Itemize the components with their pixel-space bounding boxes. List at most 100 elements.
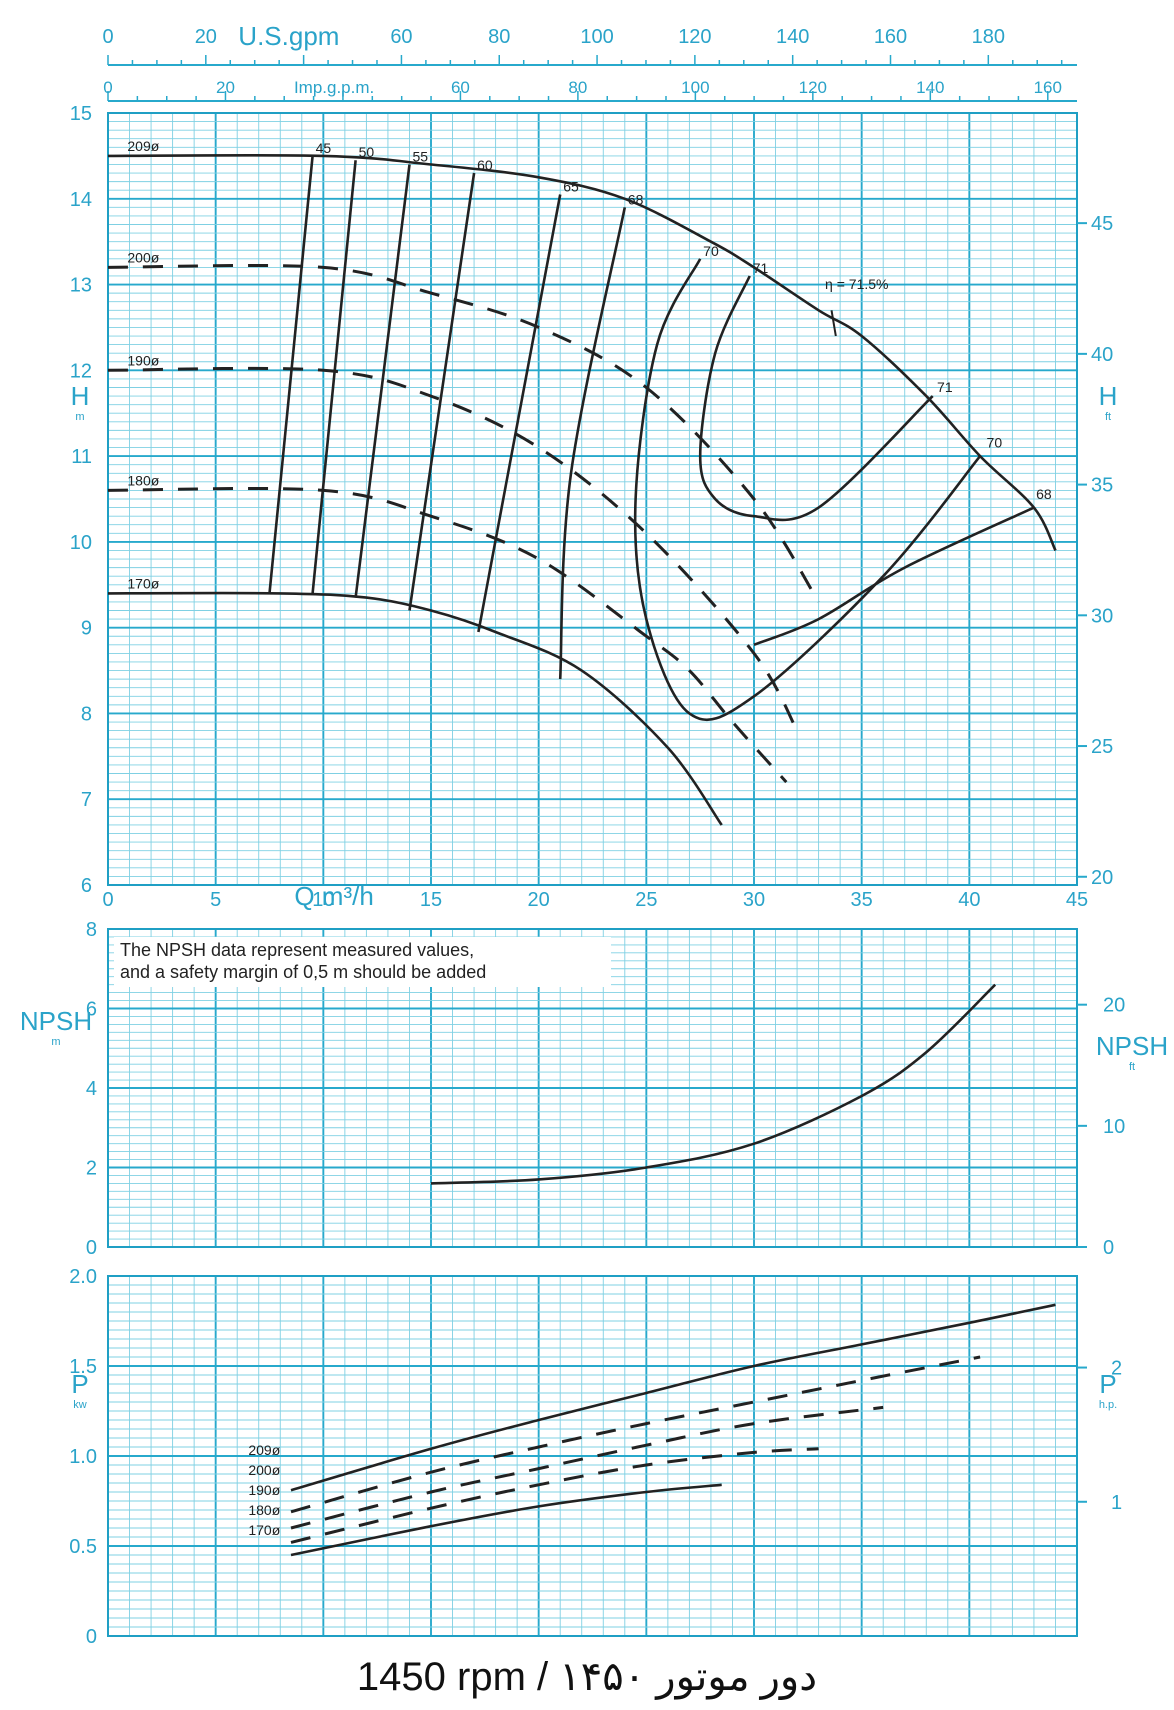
head-curve-label: 170ø [127,575,159,591]
q-tick-label: 5 [210,889,221,911]
npsh-left-tick-label: 0 [86,1237,97,1259]
efficiency-max-label: η = 71.5% [825,276,888,292]
power-curves [290,1303,1056,1557]
imp-gpm-title: Imp.g.p.m. [294,78,374,97]
power-right-tick-label: 2 [1111,1358,1122,1380]
npsh-note-box [114,937,611,987]
head-curve-170 [107,591,723,826]
efficiency-label: 55 [412,148,428,164]
npsh-left-tick-label: 6 [86,999,97,1021]
head-left-tick-label: 14 [70,189,92,211]
power-curve-label: 170ø [248,1522,280,1538]
efficiency-curve-55 [354,164,411,598]
efficiency-label: 45 [316,140,332,156]
power-left-axis-unit: kw [73,1399,87,1411]
power-curve-190 [290,1405,884,1530]
head-left-tick-label: 7 [81,789,92,811]
power-left-tick-label: 1.5 [69,1356,97,1378]
efficiency-curve-68 [753,506,1035,647]
power-curve-label: 209ø [248,1442,280,1458]
head-curve-label: 209ø [127,138,159,154]
npsh-right-tick-label: 10 [1103,1116,1125,1138]
power-curve-label: 200ø [248,1462,280,1478]
imp-gpm-tick-label: 160 [1034,78,1062,97]
npsh-right-axis-title: NPSH [1096,1031,1168,1061]
us-gpm-tick-label: 120 [678,26,711,48]
npsh-curve-group [430,983,997,1185]
q-tick-label: 20 [528,889,550,911]
power-left-tick-label: 0.5 [69,1536,97,1558]
q-tick-label: 45 [1066,889,1088,911]
power-curve-label: 190ø [248,1482,280,1498]
head-curve-190 [107,366,799,732]
head-curve-180 [107,486,788,784]
q-tick-label: 40 [958,889,980,911]
us-gpm-tick-label: 140 [776,26,809,48]
head-right-tick-label: 20 [1091,867,1113,889]
footer-speed: 1450 rpm / ۱۴۵۰ دور موتور [357,1655,817,1700]
npsh-note-line2: and a safety margin of 0,5 m should be a… [120,962,486,982]
curve-labels: 209ø 200ø 190ø 180ø 170ø 45 50 55 60 65 68 70 71 η = … [127,138,1051,1538]
us-gpm-tick-label: 20 [195,26,217,48]
power-curve-200 [290,1355,981,1514]
us-gpm-tick-label: 100 [580,26,613,48]
power-left-axis-title: P [71,1369,88,1399]
head-left-tick-label: 13 [70,275,92,297]
imp-gpm-tick-label: 120 [799,78,827,97]
efficiency-curve-68 [558,207,627,680]
q-tick-label: 10 [312,889,334,911]
npsh-note-line1: The NPSH data represent measured values, [120,940,474,960]
head-right-tick-label: 30 [1091,605,1113,627]
head-right-tick-label: 25 [1091,736,1113,758]
npsh-right-tick-label: 20 [1103,995,1125,1017]
imp-gpm-tick-label: 60 [451,78,470,97]
head-curves [107,153,1057,826]
npsh-left-tick-label: 4 [86,1078,97,1100]
efficiency-curves [268,155,1035,722]
head-left-tick-label: 12 [70,360,92,382]
efficiency-label: 50 [359,144,375,160]
efficiency-right-label: 68 [1036,486,1052,502]
npsh-left-axis-unit: m [51,1036,60,1048]
head-right-tick-label: 45 [1091,213,1113,235]
power-curve-170 [290,1483,722,1557]
imp-gpm-tick-label: 20 [216,78,235,97]
npsh-right-tick-label: 0 [1103,1237,1114,1259]
imp-gpm-tick-label: 0 [103,78,112,97]
head-curve-label: 180ø [127,472,159,488]
q-axis-title: Q m³/h [294,881,373,911]
efficiency-label: 65 [563,178,579,194]
head-left-tick-label: 10 [70,532,92,554]
efficiency-curve-70 [633,258,982,722]
power-left-tick-label: 0 [86,1626,97,1648]
npsh-left-tick-label: 2 [86,1158,97,1180]
q-tick-label: 15 [420,889,442,911]
efficiency-label: 60 [477,157,493,173]
head-curve-label: 200ø [127,249,159,265]
npsh-curve [430,983,997,1185]
power-curve-180 [290,1447,819,1544]
power-right-axis-unit: h.p. [1099,1399,1117,1411]
q-tick-label: 0 [102,889,113,911]
efficiency-curve-50 [311,160,357,594]
head-right-axis-title: H [1099,381,1118,411]
efficiency-curve-65 [477,194,562,633]
power-right-axis-title: P [1099,1369,1116,1399]
efficiency-label: 71 [753,260,769,276]
efficiency-curve-60 [408,172,476,611]
power-right-tick-label: 1 [1111,1492,1122,1514]
head-left-tick-label: 15 [70,103,92,125]
npsh-left-axis-title: NPSH [20,1006,92,1036]
head-left-tick-label: 9 [81,618,92,640]
q-tick-label: 25 [635,889,657,911]
head-left-axis-title: H [71,381,90,411]
efficiency-curve-45 [268,155,314,594]
us-gpm-tick-label: 0 [102,26,113,48]
head-curve-label: 190ø [127,352,159,368]
us-gpm-tick-label: 180 [972,26,1005,48]
efficiency-max-tick [830,310,837,337]
power-left-tick-label: 1.0 [69,1446,97,1468]
npsh-note: The NPSH data represent measured values,… [114,937,611,987]
head-left-axis-unit: m [75,411,84,423]
power-curve-label: 180ø [248,1502,280,1518]
